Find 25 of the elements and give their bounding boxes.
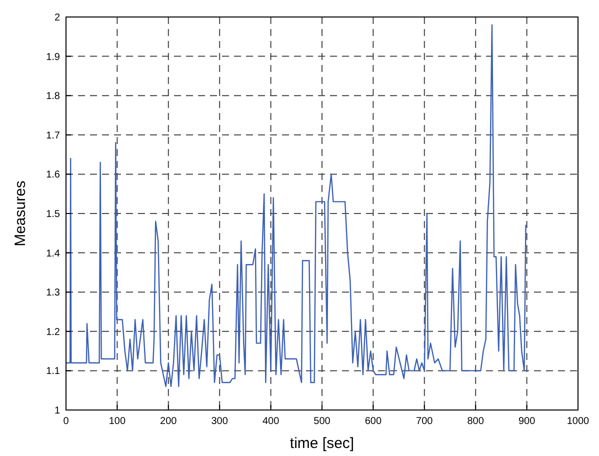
y-tick-label: 1.1 [46,366,60,378]
y-tick-label: 2 [54,12,60,24]
line-series [65,24,528,388]
x-tick-label: 500 [314,416,331,427]
x-tick-label: 400 [262,416,280,427]
y-tick-label: 1.8 [46,91,60,102]
x-tick-label: 700 [416,416,434,427]
x-tick-label: 1000 [566,416,590,427]
x-tick-label: 600 [364,416,382,427]
y-tick-label: 1.3 [46,288,60,299]
y-tick-label: 1.6 [46,170,60,181]
y-tick-label: 1.9 [46,52,60,63]
y-tick-label: 1.4 [46,248,60,260]
x-tick-label: 200 [160,416,178,427]
y-tick-label: 1.5 [46,209,60,220]
x-axis-title: time [sec] [290,435,354,452]
y-tick-label: 1 [54,406,60,416]
y-tick-label: 1.7 [46,130,60,142]
x-tick-label: 0 [63,416,70,427]
x-tick-label: 800 [467,416,484,427]
y-tick-label: 1.2 [46,326,60,338]
y-axis-title: Measures [12,180,29,246]
x-tick-label: 900 [518,416,536,427]
x-tick-label: 300 [211,416,228,427]
x-tick-label: 100 [108,416,126,427]
